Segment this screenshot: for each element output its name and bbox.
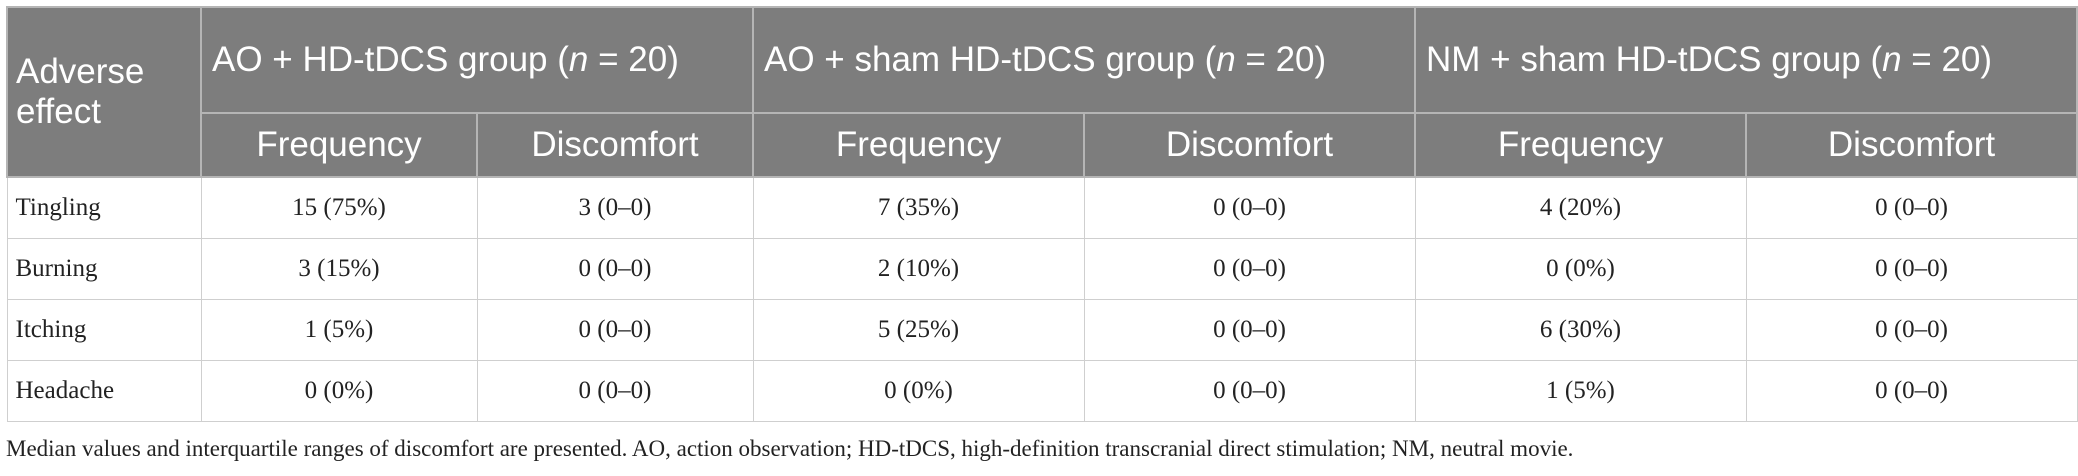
table-cell: 1 (5%) xyxy=(200,299,478,361)
header-adverse-effect: Adverse effect xyxy=(6,6,202,178)
group-suffix: = 20) xyxy=(1235,40,1327,79)
subcol-discomfort: Discomfort xyxy=(475,112,755,178)
table-cell: 0 (0–0) xyxy=(1083,360,1416,422)
group-prefix: AO + sham HD-tDCS group ( xyxy=(764,40,1217,79)
table-cell: 0 (0%) xyxy=(752,360,1085,422)
table-row: Itching 1 (5%) 0 (0–0) 5 (25%) 0 (0–0) 6… xyxy=(6,299,2078,361)
table-cell: 5 (25%) xyxy=(752,299,1085,361)
group-suffix: = 20) xyxy=(1901,40,1993,79)
table-cell: 0 (0–0) xyxy=(1745,176,2078,239)
table-cell: 6 (30%) xyxy=(1414,299,1747,361)
table-cell: 2 (10%) xyxy=(752,238,1085,300)
adverse-effects-table: Adverse effect AO + HD-tDCS group (n = 2… xyxy=(6,6,2078,422)
row-label: Burning xyxy=(6,238,202,300)
header-group-ao-hdtdcs: AO + HD-tDCS group (n = 20) xyxy=(199,6,755,114)
group-prefix: NM + sham HD-tDCS group ( xyxy=(1426,40,1883,79)
table-cell: 3 (0–0) xyxy=(476,176,754,239)
row-label: Tingling xyxy=(6,176,202,239)
table-cell: 7 (35%) xyxy=(752,176,1085,239)
subcol-discomfort: Discomfort xyxy=(1083,112,1417,178)
table-cell: 0 (0–0) xyxy=(476,299,754,361)
table-cell: 0 (0–0) xyxy=(1745,299,2078,361)
subcol-frequency: Frequency xyxy=(752,112,1086,178)
header-row-subcols: Frequency Discomfort Frequency Discomfor… xyxy=(7,112,2078,178)
row-label: Headache xyxy=(6,360,202,422)
table-cell: 15 (75%) xyxy=(200,176,478,239)
table-row: Tingling 15 (75%) 3 (0–0) 7 (35%) 0 (0–0… xyxy=(6,176,2078,239)
table-cell: 1 (5%) xyxy=(1414,360,1747,422)
table-cell: 0 (0–0) xyxy=(1745,238,2078,300)
table-cell: 0 (0–0) xyxy=(476,238,754,300)
table-cell: 0 (0–0) xyxy=(476,360,754,422)
group-n-label: n xyxy=(568,40,589,79)
table-row: Burning 3 (15%) 0 (0–0) 2 (10%) 0 (0–0) … xyxy=(6,238,2078,300)
table-footnote: Median values and interquartile ranges o… xyxy=(6,436,1574,461)
row-label: Itching xyxy=(6,299,202,361)
group-suffix: = 20) xyxy=(588,40,679,79)
group-prefix: AO + HD-tDCS group ( xyxy=(212,40,569,79)
header-group-nm-sham: NM + sham HD-tDCS group (n = 20) xyxy=(1414,6,2078,114)
subcol-frequency: Frequency xyxy=(1414,112,1748,178)
table-row: Headache 0 (0%) 0 (0–0) 0 (0%) 0 (0–0) 1… xyxy=(6,360,2078,422)
group-n-label: n xyxy=(1216,40,1236,79)
header-group-ao-sham: AO + sham HD-tDCS group (n = 20) xyxy=(752,6,1417,114)
data-table: Adverse effect AO + HD-tDCS group (n = 2… xyxy=(6,6,2078,422)
table-cell: 3 (15%) xyxy=(200,238,478,300)
table-cell: 0 (0%) xyxy=(200,360,478,422)
table-cell: 0 (0%) xyxy=(1414,238,1747,300)
subcol-frequency: Frequency xyxy=(200,112,478,178)
table-cell: 0 (0–0) xyxy=(1083,176,1416,239)
table-cell: 4 (20%) xyxy=(1414,176,1747,239)
table-cell: 0 (0–0) xyxy=(1083,238,1416,300)
table-cell: 0 (0–0) xyxy=(1083,299,1416,361)
subcol-discomfort: Discomfort xyxy=(1745,112,2078,178)
header-row-groups: Adverse effect AO + HD-tDCS group (n = 2… xyxy=(6,6,2078,178)
group-n-label: n xyxy=(1882,40,1902,79)
table-cell: 0 (0–0) xyxy=(1745,360,2078,422)
